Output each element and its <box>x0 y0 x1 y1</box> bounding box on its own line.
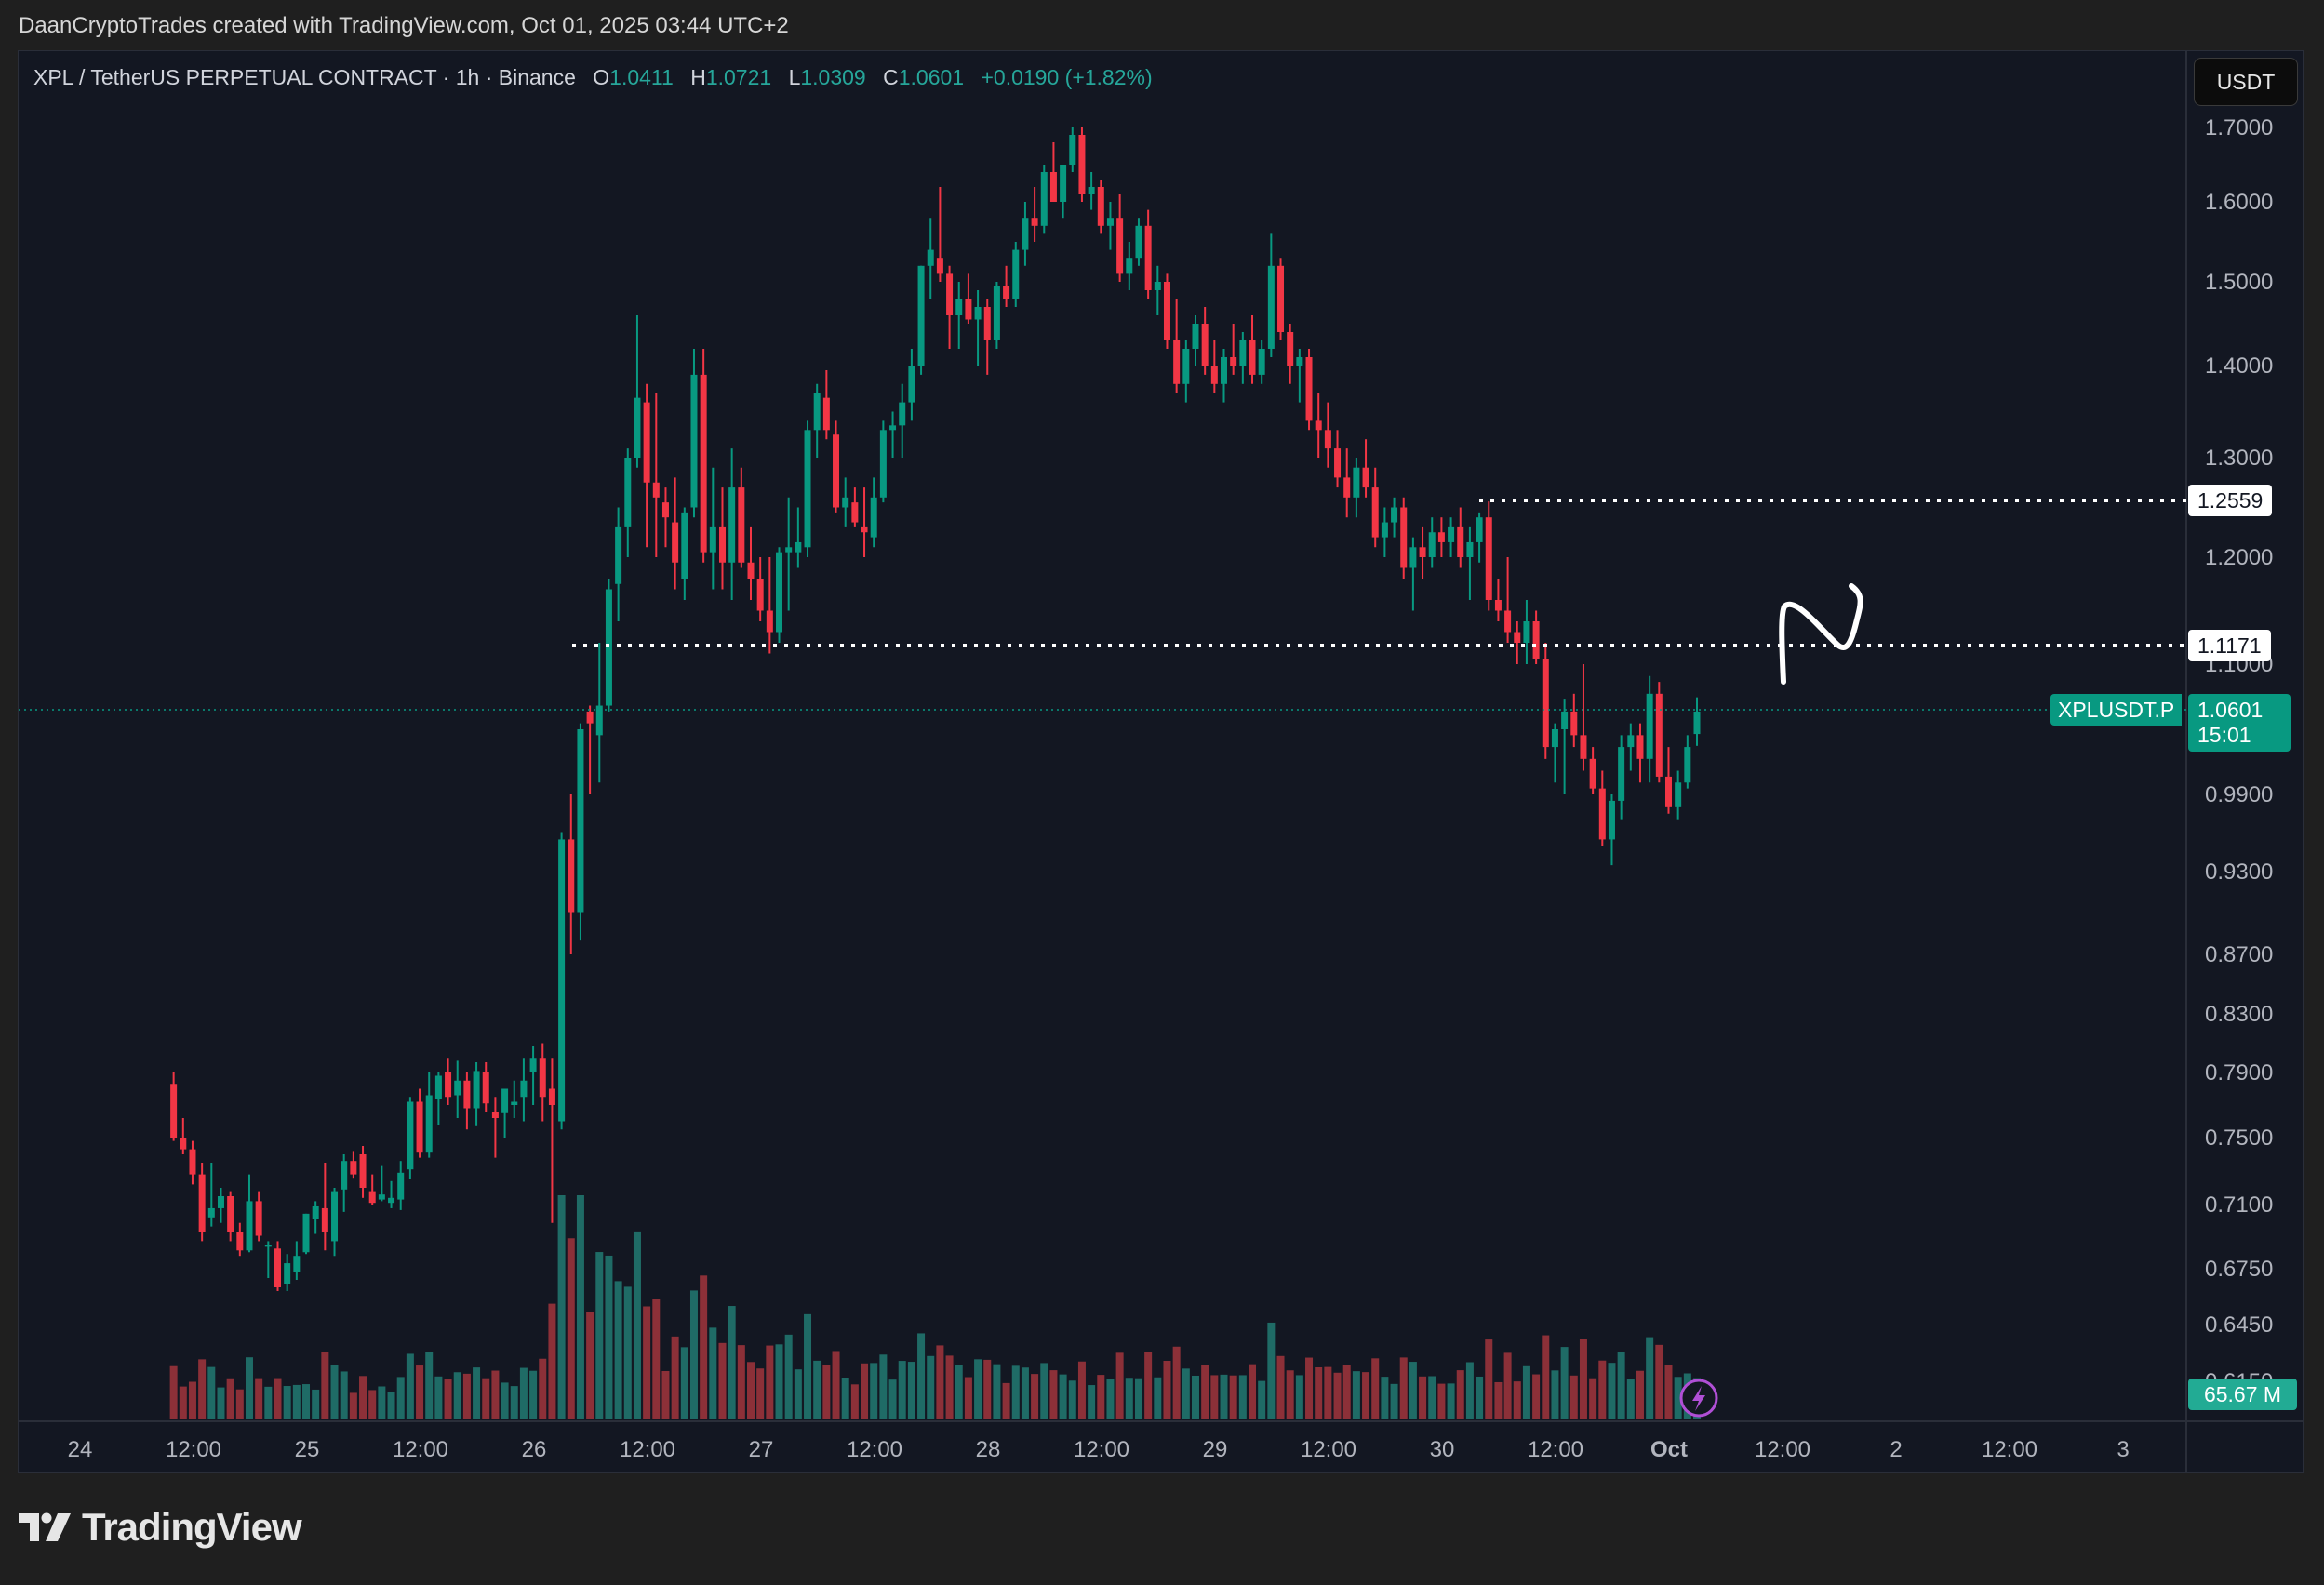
currency-button[interactable]: USDT <box>2194 58 2298 106</box>
bar-countdown: 15:01 <box>2197 723 2251 747</box>
level-label-2: 1.1171 <box>2188 630 2271 661</box>
price-tick-label: 1.6000 <box>2205 190 2273 215</box>
time-tick-label: 24 <box>68 1437 93 1462</box>
time-tick-label: 30 <box>1430 1437 1455 1462</box>
change-value: +0.0190 (+1.82%) <box>981 65 1153 89</box>
volume-tag: 65.67 M <box>2188 1379 2297 1410</box>
open-value: 1.0411 <box>609 65 674 89</box>
high-value: 1.0721 <box>705 65 772 89</box>
chart-credit: DaanCryptoTrades created with TradingVie… <box>19 13 789 38</box>
price-tick-label: 1.3000 <box>2205 446 2273 471</box>
price-tick-label: 0.7100 <box>2205 1192 2273 1218</box>
price-tick-label: 0.6750 <box>2205 1257 2273 1282</box>
price-tick-label: 0.8700 <box>2205 942 2273 967</box>
time-tick-label: 25 <box>295 1437 320 1462</box>
price-tick-label: 0.7500 <box>2205 1125 2273 1151</box>
price-tick-label: 1.2000 <box>2205 545 2273 570</box>
price-tick-label: 1.5000 <box>2205 270 2273 295</box>
time-tick-label: 12:00 <box>393 1437 448 1462</box>
time-tick-label: 3 <box>2117 1437 2129 1462</box>
price-tick-label: 0.8300 <box>2205 1002 2273 1027</box>
time-tick-label: 12:00 <box>1301 1437 1356 1462</box>
time-tick-label: 12:00 <box>620 1437 675 1462</box>
price-tick-label: 1.7000 <box>2205 115 2273 140</box>
time-tick-label: 2 <box>1890 1437 1902 1462</box>
volume-bars <box>169 1195 1701 1419</box>
candles <box>170 127 1701 1291</box>
time-tick-label: 28 <box>976 1437 1001 1462</box>
time-tick-label: 29 <box>1203 1437 1228 1462</box>
lightning-icon-bolt <box>1692 1386 1705 1411</box>
symbol-price-tag: XPLUSDT.P <box>2050 694 2183 726</box>
time-tick-label: 12:00 <box>1755 1437 1810 1462</box>
price-tick-label: 0.9900 <box>2205 782 2273 807</box>
symbol-title[interactable]: XPL / TetherUS PERPETUAL CONTRACT · 1h ·… <box>33 65 576 89</box>
close-value: 1.0601 <box>898 65 965 89</box>
last-price: 1.0601 <box>2197 698 2264 722</box>
symbol-legend: XPL / TetherUS PERPETUAL CONTRACT · 1h ·… <box>33 65 1153 89</box>
level-label-1: 1.2559 <box>2188 485 2273 516</box>
time-tick-label: 12:00 <box>1982 1437 2037 1462</box>
price-tick-label: 1.4000 <box>2205 353 2273 379</box>
price-tick-label: 0.7900 <box>2205 1060 2273 1086</box>
time-tick-label: 12:00 <box>1074 1437 1129 1462</box>
time-tick-label: 12:00 <box>166 1437 221 1462</box>
tradingview-wordmark: TradingView <box>82 1505 302 1549</box>
tradingview-logo-icon <box>19 1512 71 1541</box>
tradingview-logo[interactable]: TradingView <box>19 1505 302 1550</box>
price-tick-label: 0.6450 <box>2205 1312 2273 1338</box>
time-tick-label: 26 <box>522 1437 547 1462</box>
last-price-tag: 1.0601 15:01 <box>2188 694 2291 752</box>
time-tick-label: Oct <box>1650 1437 1688 1462</box>
low-value: 1.0309 <box>800 65 866 89</box>
time-tick-label: 12:00 <box>1528 1437 1583 1462</box>
hand-drawn-projection <box>1779 583 1863 685</box>
time-tick-label: 27 <box>749 1437 774 1462</box>
time-tick-label: 12:00 <box>847 1437 902 1462</box>
price-tick-label: 0.9300 <box>2205 859 2273 885</box>
